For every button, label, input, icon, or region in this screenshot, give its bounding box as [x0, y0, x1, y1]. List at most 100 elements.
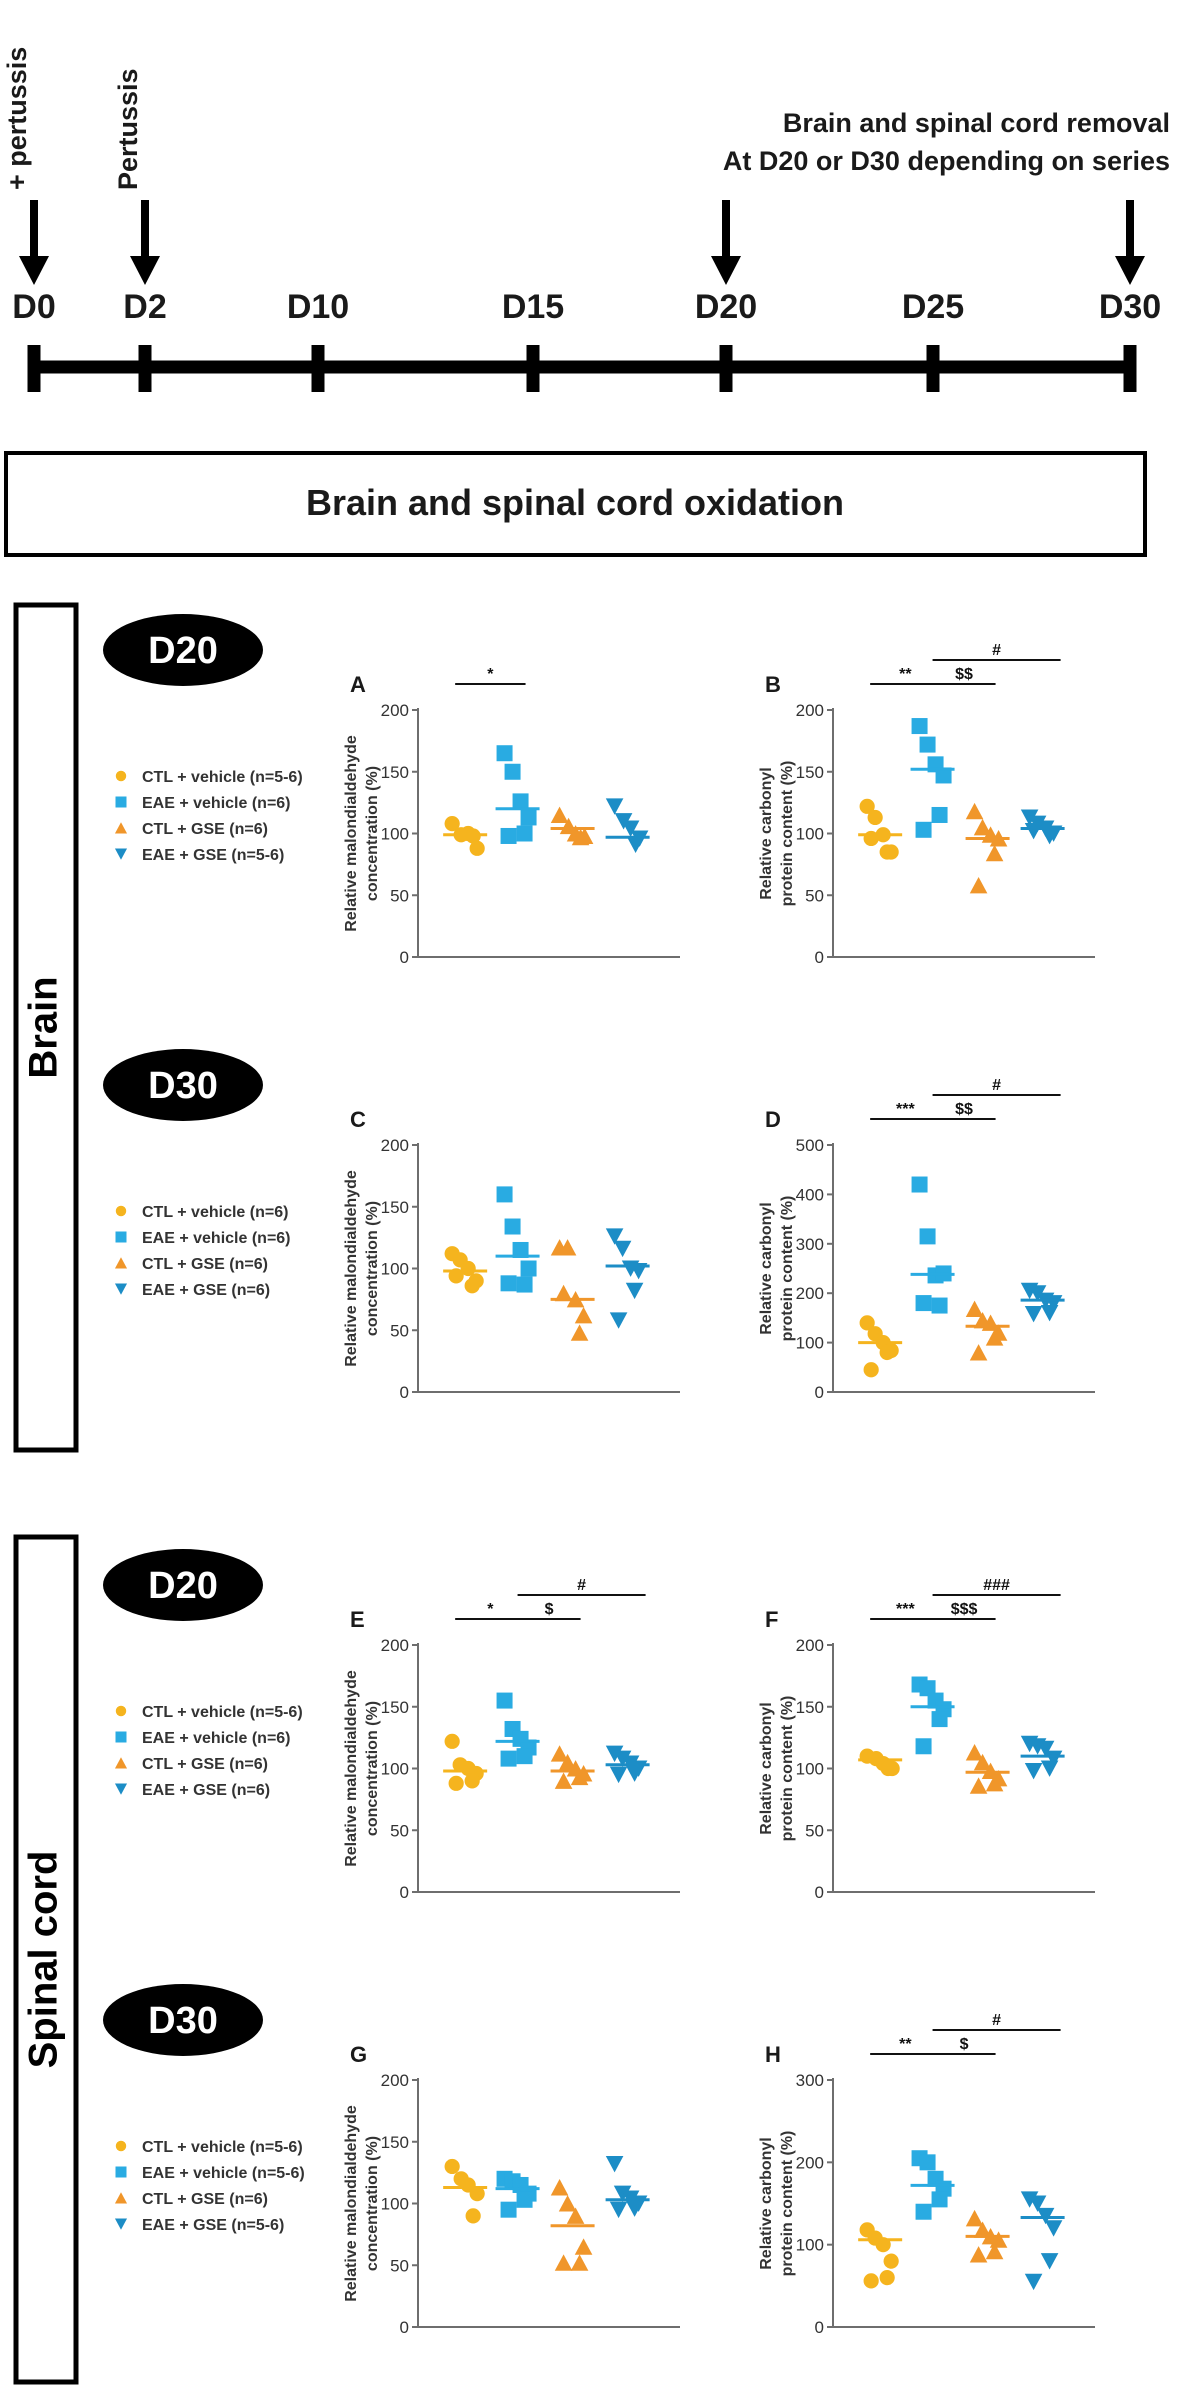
data-point: [973, 2221, 992, 2238]
significance-label: *: [487, 1601, 494, 1618]
data-point: [570, 1324, 589, 1341]
data-point: [469, 2186, 485, 2202]
data-point: [1036, 1740, 1055, 1758]
significance-label: $$: [955, 1101, 973, 1118]
data-point: [625, 1282, 644, 1300]
day-badge-label: D20: [148, 630, 218, 672]
significance-label: $$: [955, 666, 973, 683]
y-tick-label: 0: [815, 1383, 824, 1402]
data-point: [613, 1240, 632, 1258]
data-point: [919, 1680, 936, 1697]
legend-label: EAE + GSE (n=6): [142, 1782, 270, 1799]
significance-label: #: [992, 642, 1001, 659]
y-axis-title: Relative malondialdehyde: [343, 735, 360, 932]
section-label: Spinal cord: [22, 1851, 66, 2069]
data-point: [570, 1768, 589, 1786]
significance-label: $: [960, 2036, 969, 2053]
y-tick-label: 100: [796, 2236, 824, 2255]
data-point: [919, 1228, 936, 1245]
panel-D: D 0 100 200 300 400 500 Relative carbonyl protei…: [758, 1077, 1095, 1402]
legend-marker: [115, 1731, 127, 1743]
data-point: [867, 809, 883, 826]
y-tick-label: 0: [400, 1883, 409, 1902]
data-point: [520, 809, 537, 826]
legend-marker: [114, 2192, 128, 2204]
data-point: [931, 2191, 948, 2208]
data-point: [444, 816, 460, 832]
event-label: Immunization: [0, 16, 2, 190]
data-point: [613, 2185, 632, 2203]
panel-letter: F: [765, 1607, 778, 1632]
data-point: [985, 1329, 1004, 1346]
legend-label: CTL + GSE (n=6): [142, 821, 268, 838]
y-tick-label: 50: [390, 1821, 409, 1840]
data-point: [973, 1753, 992, 1771]
data-point: [609, 1312, 628, 1329]
data-point: [621, 820, 640, 837]
data-point: [1040, 2253, 1059, 2270]
data-point: [605, 1745, 624, 1763]
y-tick-label: 200: [381, 2071, 409, 2090]
panel-letter: H: [765, 2042, 781, 2067]
data-point: [965, 2209, 984, 2227]
y-tick-label: 200: [796, 2153, 824, 2172]
banner-box: [4, 451, 1147, 557]
timeline-day-label: D0: [12, 288, 55, 326]
panel-letter: B: [765, 672, 781, 697]
y-tick-label: 0: [400, 1383, 409, 1402]
day-badge: [103, 1549, 263, 1621]
day-badge: [103, 614, 263, 686]
legend-label: CTL + vehicle (n=5-6): [142, 2139, 303, 2156]
y-tick-label: 150: [381, 763, 409, 782]
panel-letter: G: [350, 2042, 367, 2067]
data-point: [863, 1362, 879, 1378]
legend-label: CTL + vehicle (n=6): [142, 1204, 288, 1221]
legend-marker: [114, 1257, 128, 1269]
y-axis-title: concentration (%): [364, 766, 381, 901]
legend-marker: [114, 1783, 128, 1795]
y-tick-label: 200: [796, 1636, 824, 1655]
legend-marker: [114, 822, 128, 834]
y-tick-label: 0: [815, 948, 824, 967]
y-tick-label: 50: [390, 886, 409, 905]
y-tick-label: 150: [381, 1698, 409, 1717]
data-point: [915, 1738, 932, 1755]
data-point: [919, 2154, 936, 2171]
event-arrow-head: [19, 256, 49, 285]
panel-A: A 0 50 100 150 200 Relative malondialdehyde con…: [343, 666, 680, 967]
data-point: [1044, 2220, 1063, 2237]
data-point: [985, 2242, 1004, 2260]
legend-marker: [114, 1283, 128, 1295]
panel-letter: C: [350, 1107, 366, 1132]
data-point: [605, 1228, 624, 1245]
y-tick-label: 500: [796, 1136, 824, 1155]
y-tick-label: 400: [796, 1185, 824, 1204]
data-point: [504, 1218, 521, 1235]
significance-label: ***: [896, 1101, 915, 1118]
legend-label: EAE + GSE (n=5-6): [142, 847, 284, 864]
y-tick-label: 50: [805, 1821, 824, 1840]
legend-marker: [115, 2140, 127, 2152]
event-label: Pertussis: [113, 68, 143, 190]
y-tick-label: 100: [381, 1260, 409, 1279]
banner: Brain and spinal cord oxidation: [4, 451, 1147, 557]
data-point: [605, 2155, 624, 2173]
data-point: [554, 1772, 573, 1789]
y-tick-label: 200: [381, 701, 409, 720]
data-point: [915, 821, 932, 838]
data-point: [1024, 1762, 1043, 1780]
data-point: [985, 1774, 1004, 1792]
legend-marker: [114, 2218, 128, 2230]
y-axis-title: Relative malondialdehyde: [343, 1670, 360, 1867]
panel-letter: A: [350, 672, 366, 697]
significance-label: **: [899, 666, 912, 683]
data-point: [464, 1278, 480, 1294]
y-axis-title: Relative carbonyl: [758, 1702, 775, 1835]
y-tick-label: 200: [796, 701, 824, 720]
event-arrow-head: [711, 256, 741, 285]
y-tick-label: 0: [815, 1883, 824, 1902]
data-point: [1040, 827, 1059, 845]
day-badge: [103, 1049, 263, 1121]
data-point: [520, 1260, 537, 1277]
data-point: [1040, 1760, 1059, 1777]
